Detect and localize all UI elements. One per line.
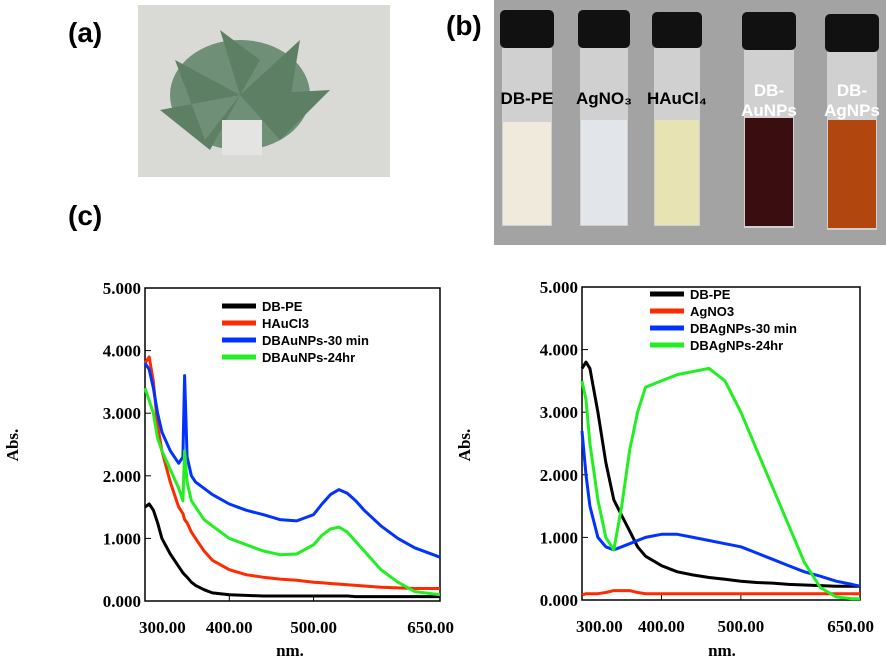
legend-label: DBAuNPs-24hr [262,350,355,365]
y-tick-label: 1.000 [103,529,141,548]
x-tick-label: 500.00 [290,618,337,637]
plant-photo [138,5,390,177]
series-line [143,362,441,559]
y-tick-label: 4.000 [103,342,141,361]
chart: 0.000 1.000 2.000 3.000 4.000 5.000 300.00 400.… [3,279,454,660]
series-line [580,430,861,588]
vial-label: DB- [754,81,784,100]
legend-label: DB-PE [262,299,303,314]
series-line [580,360,860,588]
series-line [143,387,441,597]
vial-label: AgNPs [824,101,880,120]
vial-label: DB-PE [501,89,554,108]
vial-label: AuNPs [741,101,797,120]
plot-frame [144,287,441,602]
y-tick-label: 2.000 [540,466,578,485]
vial-label: HAuCl₄ [647,89,707,108]
series-line [580,366,860,601]
panel-label: (b) [446,10,482,41]
y-tick-label: 0.000 [540,591,578,610]
panel-label: (c) [68,200,102,231]
legend-label: DBAgNPs-24hr [690,338,783,353]
y-tick-label: 4.000 [540,341,578,360]
x-tick-label: 300.00 [576,617,623,636]
legend-label: DBAuNPs-30 min [262,333,369,348]
x-tick-label: 400.00 [638,617,685,636]
y-tick-label: 5.000 [540,278,578,297]
y-axis-label: Abs. [3,429,22,462]
vial-label: DB- [837,81,867,100]
x-axis-label: nm. [276,641,304,660]
legend-label: DB-PE [690,287,731,302]
y-tick-label: 1.000 [540,528,578,547]
x-tick-label: 300.00 [139,618,186,637]
series-line [143,355,440,590]
legend-label: HAuCl3 [262,316,309,331]
panel-label: (a) [68,17,102,48]
vial-label: AgNO₃ [576,89,632,108]
series-line [144,502,440,599]
x-axis-label: nm. [708,641,736,660]
x-tick-label: 400.00 [206,618,253,637]
y-tick-label: 3.000 [540,403,578,422]
x-tick-label: 650.00 [407,618,454,637]
y-tick-label: 5.000 [103,279,141,298]
legend-label: AgNO3 [690,304,734,319]
y-axis-label: Abs. [455,429,474,462]
legend-label: DBAgNPs-30 min [690,321,797,336]
vials-photo [494,0,886,245]
y-tick-label: 3.000 [103,404,141,423]
x-tick-label: 500.00 [717,617,764,636]
series-line [581,589,860,597]
y-tick-label: 0.000 [103,592,141,611]
y-tick-label: 2.000 [103,467,141,486]
x-tick-label: 650.00 [827,617,874,636]
chart: 0.000 1.000 2.000 3.000 4.000 5.000 300.00 400.… [455,278,874,660]
